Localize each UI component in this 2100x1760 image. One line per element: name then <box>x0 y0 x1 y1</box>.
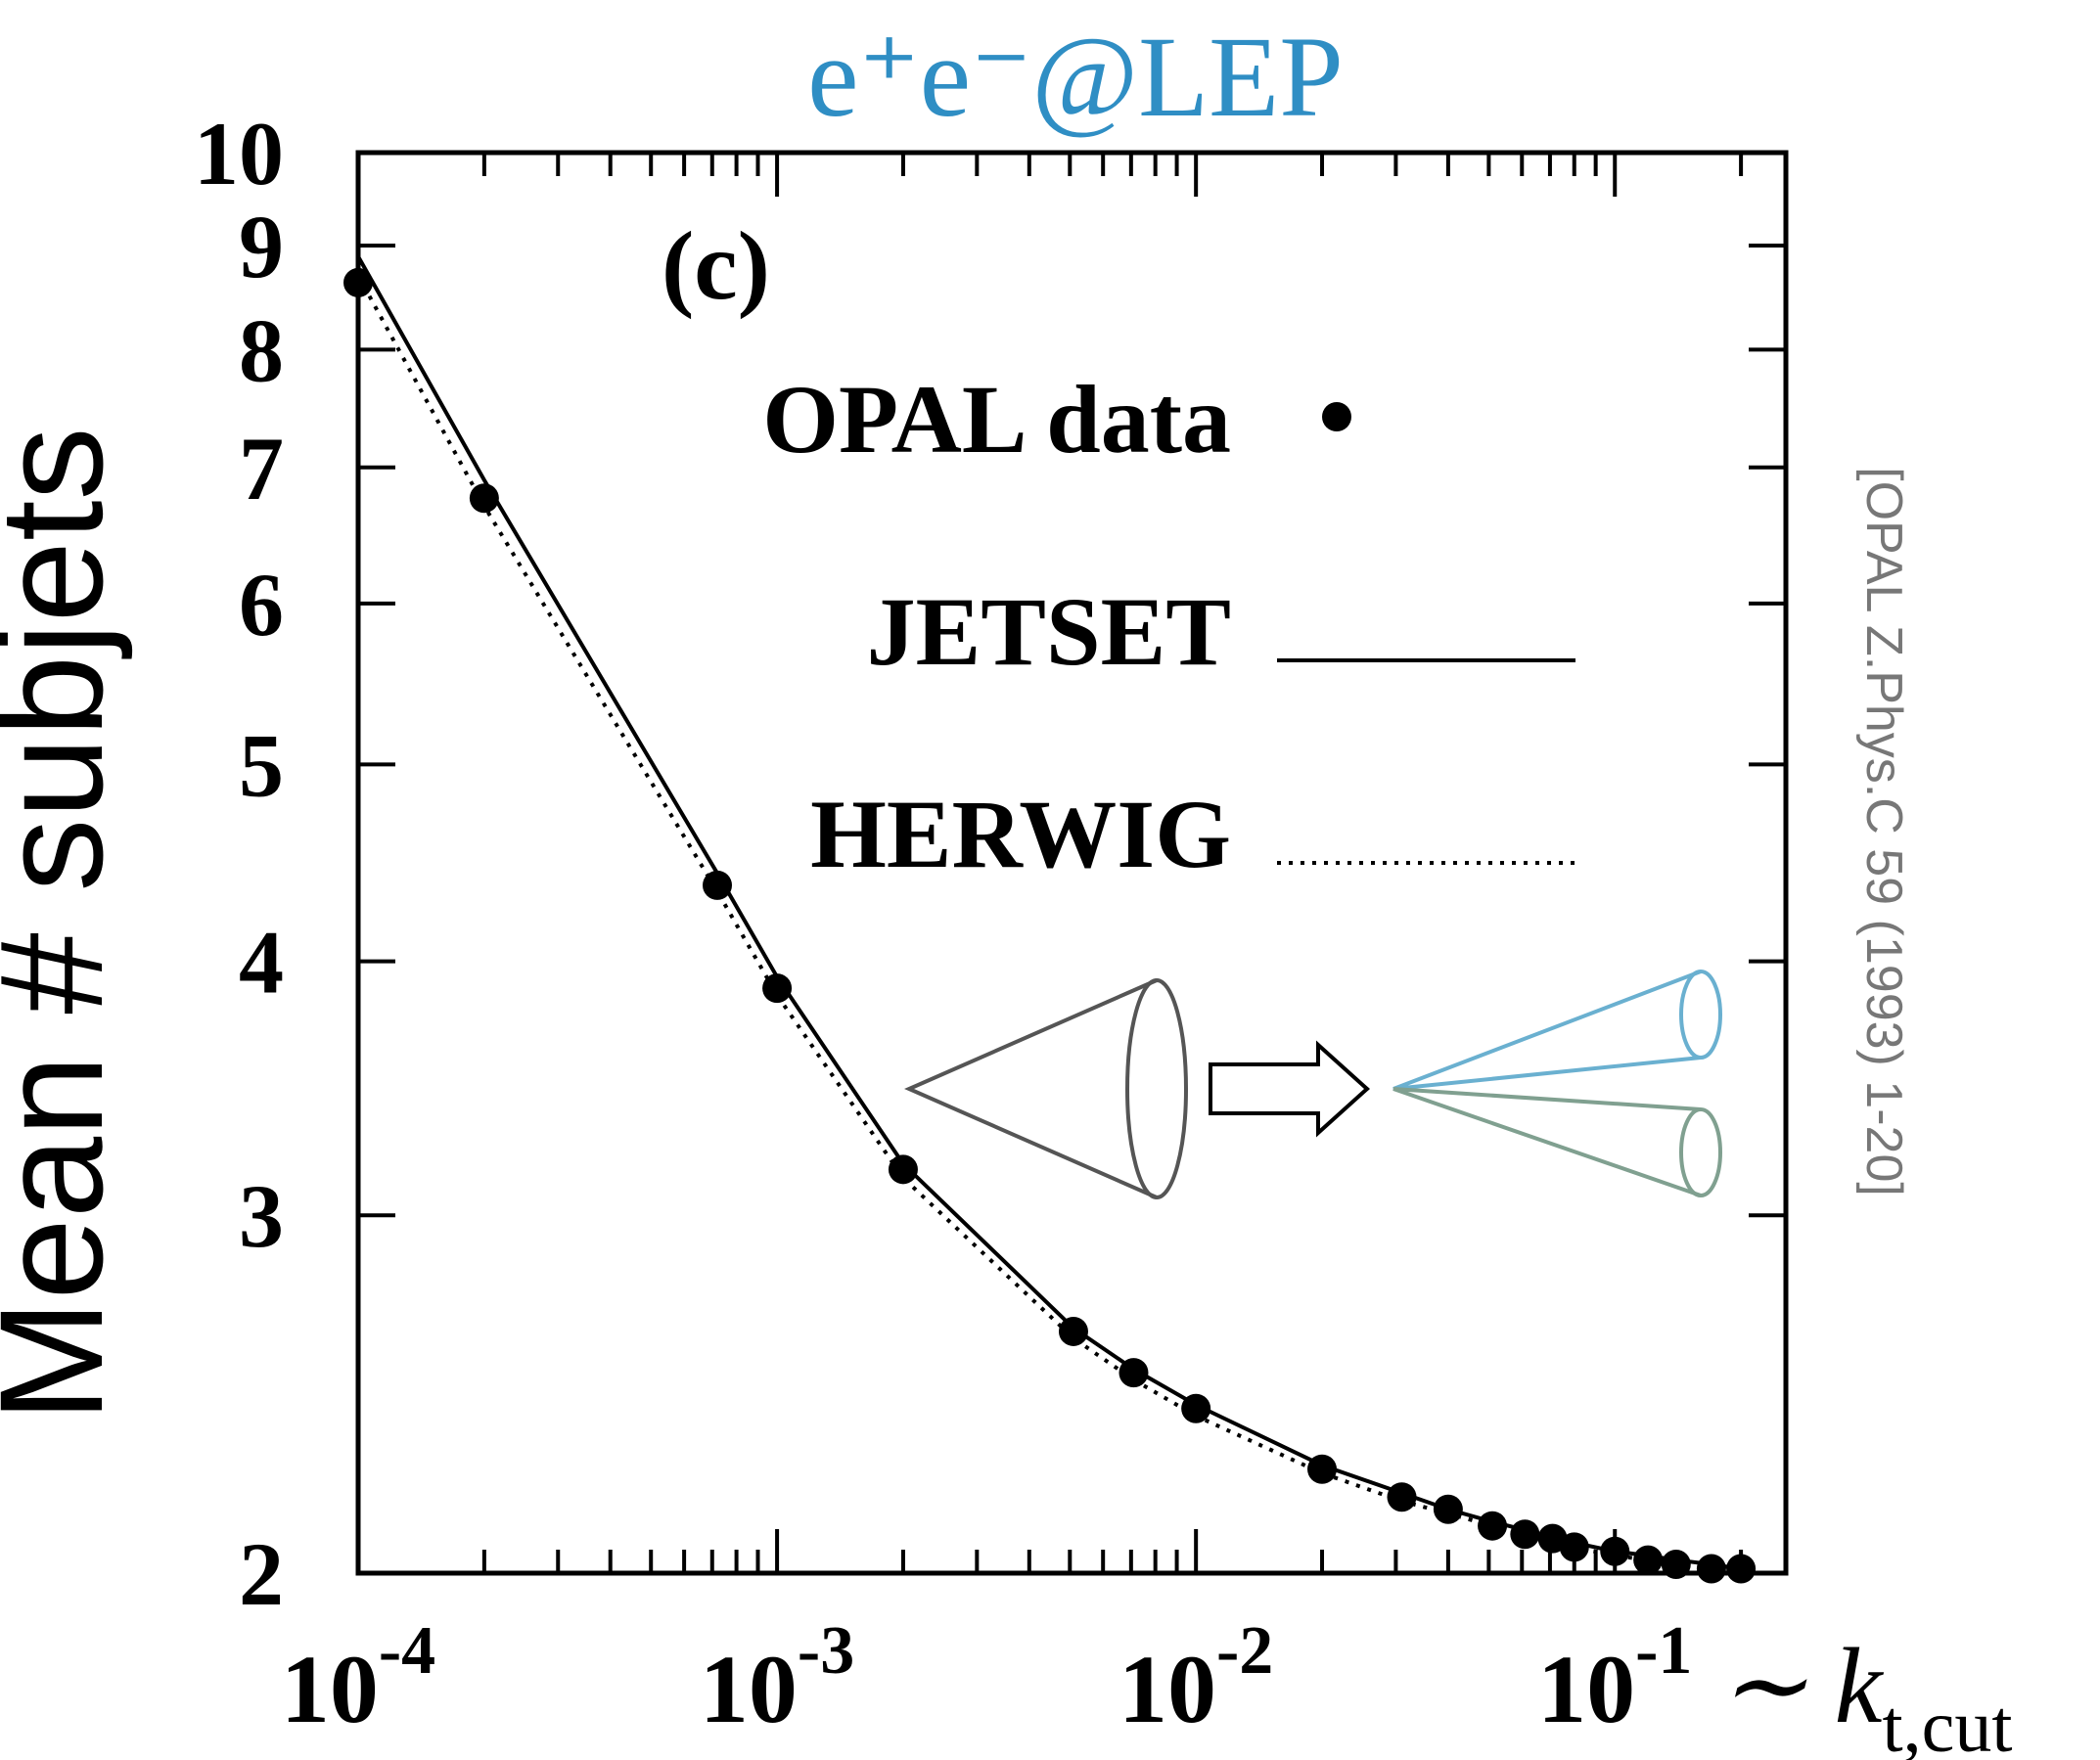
x-tick-exponent: -2 <box>1216 1613 1273 1689</box>
subcone-mouth <box>1679 1107 1722 1197</box>
subcone <box>1392 970 1702 1091</box>
data-point <box>703 870 733 900</box>
x-tick-exponent: -3 <box>798 1613 854 1689</box>
x-tick-label: 10-4 <box>281 1613 435 1743</box>
y-tick-label: 10 <box>194 104 284 203</box>
y-tick-label: 8 <box>239 300 284 400</box>
subcone <box>1392 1087 1702 1197</box>
data-point <box>762 973 793 1004</box>
x-tick-base: 10 <box>281 1635 379 1743</box>
series-line <box>356 274 1742 1575</box>
x-tick-label: 10-1 <box>1537 1613 1692 1743</box>
panel-label: (c) <box>662 211 770 320</box>
y-tick-label: 3 <box>239 1166 284 1266</box>
legend-label: OPAL data <box>762 365 1231 474</box>
cone <box>904 978 1158 1199</box>
y-tick-label: 6 <box>239 555 284 654</box>
y-tick-label: 4 <box>239 913 284 1013</box>
x-tick-exponent: -1 <box>1635 1613 1692 1689</box>
x-axis-label: ∼ kt,cut <box>1717 1626 2012 1760</box>
plot-frame <box>355 150 1789 1576</box>
legend-marker <box>1322 402 1351 431</box>
x-tick-base: 10 <box>1537 1635 1635 1743</box>
data-point <box>1058 1316 1088 1346</box>
cone-mouth <box>1125 978 1188 1199</box>
x-tick-base: 10 <box>700 1635 798 1743</box>
data-point <box>888 1154 918 1185</box>
series-line <box>356 255 1742 1571</box>
legend-label: HERWIG <box>810 780 1231 888</box>
cone-diagram <box>904 970 1722 1199</box>
x-tick-base: 10 <box>1118 1635 1216 1743</box>
subcone-mouth <box>1679 970 1722 1060</box>
y-tick-label: 7 <box>239 419 284 519</box>
chart-title: e⁺e⁻@LEP <box>807 13 1344 141</box>
y-tick-label: 9 <box>239 197 284 296</box>
data-point <box>343 267 373 297</box>
note: [OPAL Z.Phys.C 59 (1993) 1-20] <box>1855 467 1912 1196</box>
y-axis-label: Mean # subjets <box>0 427 133 1422</box>
x-axis-label-sub: t,cut <box>1883 1686 2013 1760</box>
arrow <box>1209 1040 1370 1138</box>
x-tick-label: 10-2 <box>1118 1613 1273 1743</box>
x-tick-exponent: -4 <box>379 1613 435 1689</box>
legend-label: JETSET <box>867 577 1231 686</box>
y-tick-label: 5 <box>239 715 284 815</box>
data-point <box>1633 1545 1664 1575</box>
x-tick-label: 10-3 <box>700 1613 854 1743</box>
y-tick-label: 2 <box>239 1524 284 1624</box>
x-axis-label-main: ∼ k <box>1717 1626 1885 1745</box>
